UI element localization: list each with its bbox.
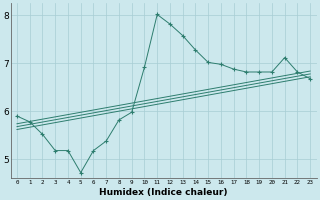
X-axis label: Humidex (Indice chaleur): Humidex (Indice chaleur): [99, 188, 228, 197]
